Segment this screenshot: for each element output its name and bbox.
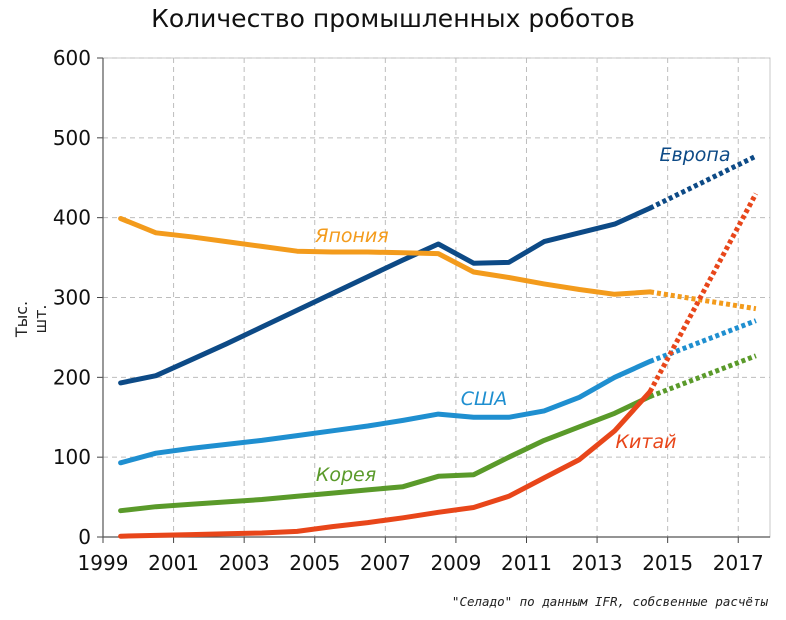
x-tick-label: 2017: [713, 551, 764, 575]
series-forecast-2: [649, 318, 757, 364]
axes: 0 100 200 300 400 500 600 1999 2001 2003 2005 2007 2…: [53, 46, 770, 575]
y-tick-label: 500: [53, 126, 91, 150]
x-tick-label: 2015: [642, 551, 693, 575]
y-tick-label: 400: [53, 206, 91, 230]
y-tick-label: 100: [53, 445, 91, 469]
x-tick-label: 2005: [289, 551, 340, 575]
series-line-4: [118, 389, 653, 539]
y-tick-label: 600: [53, 46, 91, 70]
chart-title: Количество промышленных роботов: [151, 4, 635, 33]
series-label-2: США: [461, 388, 508, 410]
x-tick-label: 2007: [360, 551, 411, 575]
x-tick-label: 2011: [501, 551, 552, 575]
series-label-1: Япония: [314, 225, 388, 247]
series-forecast-4: [647, 192, 759, 393]
x-tick-label: 2003: [219, 551, 270, 575]
grid: [102, 57, 771, 538]
x-tick-label: 1999: [78, 551, 129, 575]
series-forecast-0: [648, 153, 758, 211]
series-forecast-3: [649, 353, 757, 399]
y-tick-label: 300: [53, 286, 91, 310]
source-note: "Селадо" по данным IFR, собсвенные расчё…: [451, 594, 768, 609]
x-tick-label: 2001: [148, 551, 199, 575]
series-label-4: Китай: [616, 431, 677, 453]
series-label-0: Европа: [660, 144, 731, 166]
x-tick-label: 2013: [572, 551, 623, 575]
x-tick-label: 2009: [430, 551, 481, 575]
series-line-0: [118, 205, 653, 386]
series-label-3: Корея: [316, 464, 376, 486]
series: [118, 153, 759, 539]
series-line-3: [118, 394, 653, 514]
series-labels: Европа Япония США Корея Китай: [314, 144, 730, 486]
series-line-2: [118, 358, 653, 466]
series-line-1: [118, 216, 653, 297]
y-tick-label: 200: [53, 365, 91, 389]
y-tick-label: 0: [78, 525, 91, 549]
series-forecast-1: [649, 289, 757, 312]
